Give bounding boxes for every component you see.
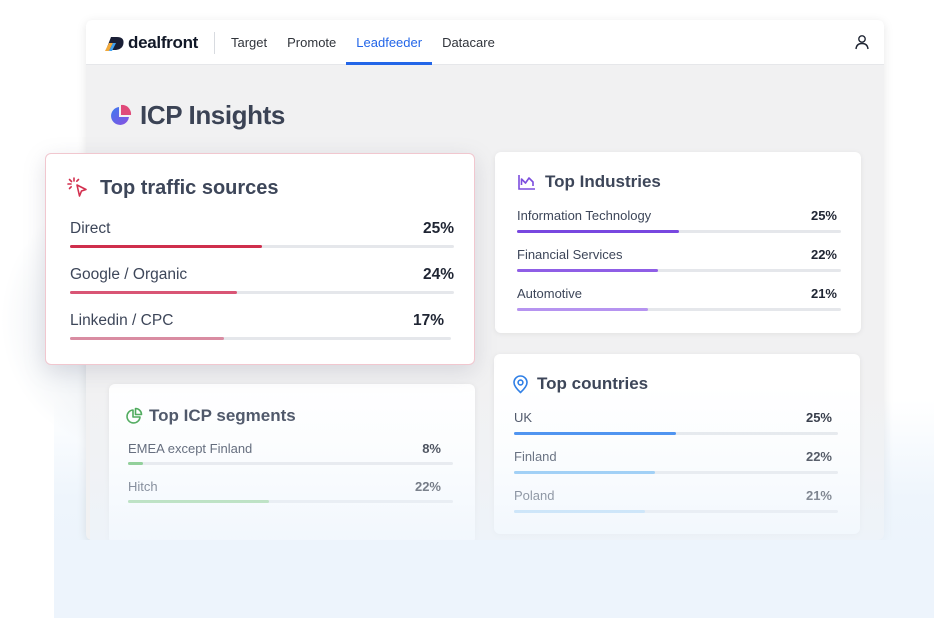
top-icp-segments-card: Top ICP segments EMEA except Finland 8% …	[109, 384, 475, 544]
progress-fill	[517, 308, 649, 311]
card-title: Top countries	[537, 374, 649, 393]
row-value: 8%	[422, 441, 441, 456]
pie-segment-icon	[126, 407, 143, 424]
user-account-icon[interactable]	[854, 34, 870, 50]
top-traffic-sources-card: Top traffic sources Direct 25% Google / …	[45, 153, 475, 365]
main-nav: Target Promote Leadfeeder Datacare	[231, 20, 505, 65]
progress-fill	[70, 291, 238, 294]
row-label: UK	[514, 410, 533, 425]
logo-text: dealfront	[128, 33, 199, 52]
page-title: ICP Insights	[108, 100, 285, 131]
nav-item-datacare[interactable]: Datacare	[442, 35, 495, 50]
row-label: Finland	[514, 449, 557, 464]
progress-track	[517, 308, 841, 311]
card-title: Top traffic sources	[100, 176, 279, 199]
row-label: Poland	[514, 488, 555, 503]
progress-track	[70, 245, 454, 248]
line-chart-icon	[518, 175, 535, 190]
card-header: Top Industries	[517, 172, 661, 192]
row-value: 22%	[805, 449, 832, 464]
card-header: Top countries	[512, 374, 648, 394]
card-header: Top traffic sources	[66, 176, 279, 200]
page-title-text: ICP Insights	[140, 100, 285, 130]
row-value: 25%	[422, 220, 454, 237]
progress-track	[128, 462, 453, 465]
row-value: 21%	[810, 286, 837, 301]
progress-fill	[128, 462, 143, 465]
row-label: Financial Services	[517, 247, 623, 262]
top-countries-card: Top countries UK 25% Finland 22% Poland …	[494, 354, 860, 534]
row-label: Automotive	[517, 286, 583, 301]
row-label: Linkedin / CPC	[70, 312, 174, 329]
card-title: Top Industries	[545, 172, 661, 191]
bottom-fade-band	[54, 540, 934, 618]
row-label: Direct	[70, 220, 111, 237]
row-value: 24%	[422, 266, 454, 283]
row-label: Information Technology	[517, 208, 652, 223]
row-value: 17%	[412, 312, 444, 329]
row-value: 22%	[414, 479, 441, 494]
card-header: Top ICP segments	[125, 406, 296, 426]
progress-track	[128, 500, 453, 503]
pie-chart-icon	[111, 104, 132, 125]
progress-track	[517, 230, 841, 233]
progress-track	[517, 269, 841, 272]
progress-fill	[70, 337, 225, 340]
row-value: 25%	[805, 410, 832, 425]
top-navigation-bar: dealfront Target Promote Leadfeeder Data…	[86, 20, 884, 65]
top-industries-card: Top Industries Information Technology 25…	[495, 152, 861, 333]
row-value: 21%	[805, 488, 832, 503]
progress-fill	[514, 471, 655, 474]
cursor-click-icon	[67, 177, 87, 197]
row-value: 25%	[810, 208, 837, 223]
progress-fill	[514, 432, 676, 435]
row-label: EMEA except Finland	[128, 441, 253, 456]
progress-fill	[514, 510, 646, 513]
dealfront-logo-icon	[105, 37, 124, 51]
progress-track	[70, 291, 454, 294]
row-label: Google / Organic	[70, 266, 188, 283]
progress-fill	[517, 269, 658, 272]
progress-track	[70, 337, 451, 340]
nav-item-leadfeeder[interactable]: Leadfeeder	[346, 20, 432, 65]
progress-track	[514, 510, 838, 513]
row-value: 22%	[810, 247, 837, 262]
progress-track	[514, 471, 838, 474]
row-label: Hitch	[128, 479, 158, 494]
dealfront-logo[interactable]: dealfront	[104, 32, 198, 54]
progress-fill	[517, 230, 679, 233]
location-pin-icon	[513, 374, 528, 393]
progress-track	[514, 432, 838, 435]
logo-divider	[214, 32, 215, 54]
progress-fill	[128, 500, 270, 503]
card-title: Top ICP segments	[149, 406, 296, 425]
nav-item-promote[interactable]: Promote	[287, 35, 337, 50]
nav-item-target[interactable]: Target	[231, 35, 268, 50]
progress-fill	[70, 245, 262, 248]
